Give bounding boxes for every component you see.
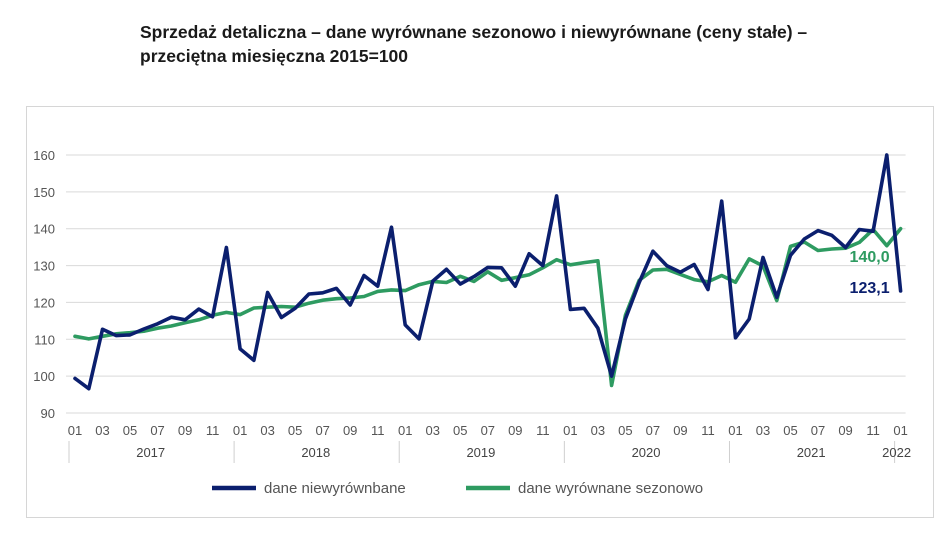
x-month-label: 05 — [783, 423, 797, 438]
y-tick-label-100: 100 — [33, 369, 55, 384]
x-month-label: 11 — [866, 423, 880, 438]
x-month-label: 03 — [95, 423, 109, 438]
chart-title: Sprzedaż detaliczna – dane wyrównane sez… — [140, 20, 920, 68]
y-tick-label-150: 150 — [33, 185, 55, 200]
series-line-1 — [73, 226, 903, 388]
x-month-label: 05 — [123, 423, 137, 438]
x-month-label: 05 — [453, 423, 467, 438]
y-tick-label-130: 130 — [33, 259, 55, 274]
x-month-label: 11 — [536, 423, 550, 438]
x-month-label: 01 — [563, 423, 577, 438]
legend-label-1: dane wyrównane sezonowo — [518, 480, 703, 497]
end-label-seasonally-adjusted: 140,0 — [850, 249, 890, 266]
end-value-labels: 140,0 123,1 — [850, 249, 890, 297]
end-label-unadjusted: 123,1 — [850, 280, 890, 297]
x-month-label: 09 — [508, 423, 522, 438]
x-month-label: 11 — [701, 423, 715, 438]
x-month-label: 03 — [426, 423, 440, 438]
x-month-label: 11 — [206, 423, 220, 438]
x-month-label: 07 — [481, 423, 495, 438]
x-year-label-2019: 2019 — [466, 445, 495, 460]
x-month-label: 01 — [233, 423, 247, 438]
series-line-0 — [73, 153, 903, 391]
x-month-label: 01 — [398, 423, 412, 438]
chart-frame — [26, 106, 934, 518]
x-month-label: 09 — [343, 423, 357, 438]
x-month-label: 01 — [728, 423, 742, 438]
y-tick-label-110: 110 — [34, 332, 55, 347]
x-year-label-2021: 2021 — [797, 445, 826, 460]
x-month-label: 09 — [178, 423, 192, 438]
x-year-label-2017: 2017 — [136, 445, 165, 460]
x-month-label: 07 — [150, 423, 164, 438]
x-month-label: 07 — [315, 423, 329, 438]
y-axis-tick-labels: 90 100 110 120 130 140 150 160 — [33, 148, 55, 421]
y-tick-label-120: 120 — [33, 295, 55, 310]
x-month-label: 03 — [591, 423, 605, 438]
x-axis: 01 03 05 07 09 11 01 03 05 07 09 11 01 03 05 07 09 11 01 03… — [68, 423, 911, 463]
x-month-label: 01 — [893, 423, 907, 438]
chart-title-line-1: Sprzedaż detaliczna – dane wyrównane sez… — [140, 22, 808, 42]
x-month-label: 09 — [838, 423, 852, 438]
x-month-label: 05 — [288, 423, 302, 438]
x-year-label-2022: 2022 — [882, 445, 911, 460]
x-year-label-2020: 2020 — [632, 445, 661, 460]
x-month-label: 05 — [618, 423, 632, 438]
gridlines — [66, 154, 906, 414]
x-month-label: 03 — [260, 423, 274, 438]
y-tick-label-140: 140 — [33, 222, 55, 237]
legend: dane niewyrównbane dane wyrównane sezonow… — [212, 480, 703, 497]
y-tick-label-160: 160 — [33, 148, 55, 163]
x-month-label: 09 — [673, 423, 687, 438]
chart-title-line-2: przeciętna miesięczna 2015=100 — [140, 46, 409, 66]
x-month-label: 01 — [68, 423, 82, 438]
x-month-label: 03 — [756, 423, 770, 438]
x-month-label: 11 — [371, 423, 385, 438]
legend-label-0: dane niewyrównbane — [264, 480, 406, 497]
x-year-label-2018: 2018 — [301, 445, 330, 460]
x-month-label: 07 — [646, 423, 660, 438]
y-tick-label-90: 90 — [41, 406, 55, 421]
series-lines — [73, 153, 903, 391]
x-month-label: 07 — [811, 423, 825, 438]
